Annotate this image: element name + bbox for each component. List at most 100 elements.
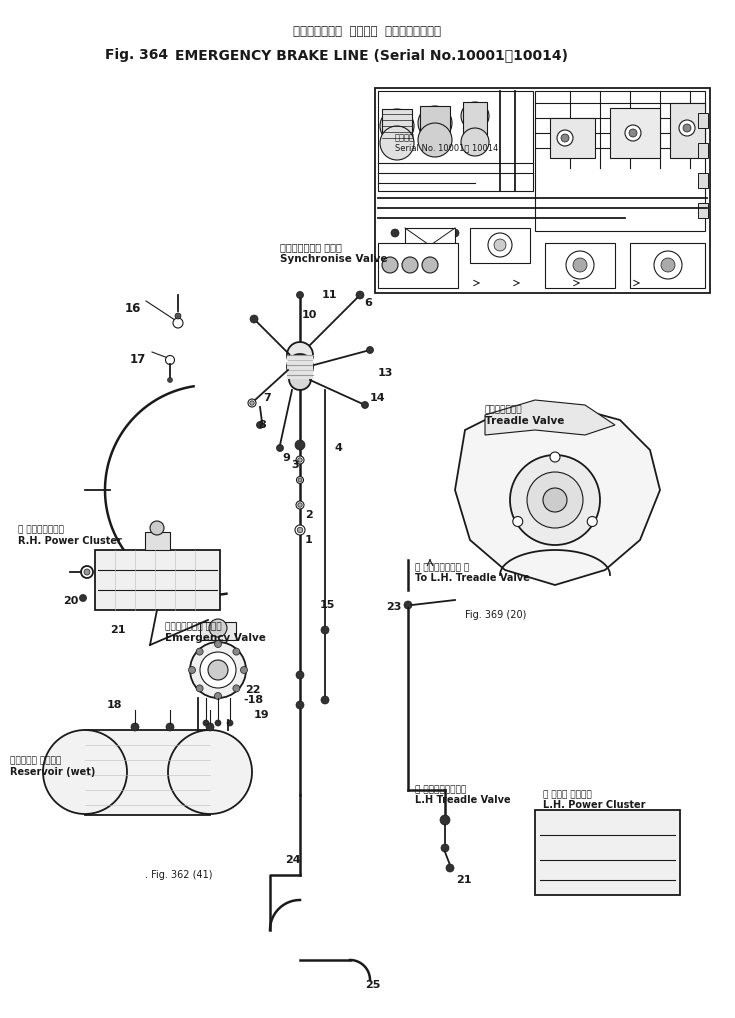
Bar	[95, 550, 220, 610]
Circle shape	[79, 595, 87, 602]
Circle shape	[227, 720, 233, 726]
Text: 7: 7	[263, 393, 270, 403]
Circle shape	[404, 601, 412, 609]
Circle shape	[431, 229, 439, 237]
Text: 13: 13	[378, 367, 393, 378]
Bar	[375, 88, 710, 293]
Circle shape	[209, 619, 227, 637]
Circle shape	[298, 478, 302, 482]
Text: 1: 1	[305, 535, 313, 545]
Bar	[698, 143, 708, 158]
Text: 23: 23	[386, 602, 401, 612]
Circle shape	[683, 124, 691, 132]
Bar	[535, 810, 680, 895]
Circle shape	[380, 109, 414, 143]
Circle shape	[84, 569, 90, 575]
Bar	[470, 228, 530, 263]
Circle shape	[446, 864, 454, 872]
Circle shape	[168, 378, 173, 383]
Circle shape	[287, 354, 313, 380]
Text: R.H. Power Cluster: R.H. Power Cluster	[18, 536, 122, 546]
Circle shape	[81, 566, 93, 578]
Text: 21: 21	[110, 625, 126, 635]
Circle shape	[418, 106, 452, 140]
Text: L.H. Power Cluster: L.H. Power Cluster	[543, 800, 645, 810]
Text: 適用号機: 適用号機	[395, 133, 415, 142]
Circle shape	[471, 229, 479, 237]
Circle shape	[461, 102, 489, 130]
Circle shape	[625, 125, 641, 142]
Circle shape	[208, 660, 228, 680]
Circle shape	[166, 723, 174, 731]
Circle shape	[248, 399, 256, 407]
Circle shape	[587, 516, 598, 526]
Circle shape	[418, 123, 452, 157]
Circle shape	[131, 723, 139, 731]
Circle shape	[215, 640, 221, 647]
Circle shape	[629, 129, 637, 137]
Circle shape	[573, 258, 587, 272]
Text: シンクロナイズ バルブ: シンクロナイズ バルブ	[280, 242, 342, 252]
Circle shape	[250, 315, 258, 323]
Circle shape	[175, 313, 181, 319]
Text: エマージェンシ バルブ: エマージェンシ バルブ	[165, 622, 222, 631]
Circle shape	[550, 452, 560, 462]
Circle shape	[296, 291, 304, 298]
Bar	[630, 243, 705, 288]
Circle shape	[661, 258, 675, 272]
Circle shape	[240, 667, 248, 674]
Text: 17: 17	[130, 353, 146, 366]
Text: 20: 20	[63, 596, 79, 606]
Bar	[698, 203, 708, 218]
Circle shape	[150, 521, 164, 535]
Text: 22: 22	[245, 685, 260, 695]
Circle shape	[43, 730, 127, 814]
Circle shape	[215, 692, 221, 699]
Circle shape	[321, 626, 329, 634]
Circle shape	[654, 251, 682, 279]
Text: トレドルバルブ: トレドルバルブ	[485, 405, 523, 414]
Circle shape	[494, 239, 506, 251]
Text: Serial No. 10001～ 10014: Serial No. 10001～ 10014	[395, 143, 498, 152]
Circle shape	[233, 685, 240, 692]
Circle shape	[173, 318, 183, 328]
Circle shape	[557, 130, 573, 146]
Text: To L.H. Treadle Valve: To L.H. Treadle Valve	[415, 573, 530, 583]
Text: . Fig. 362 (41): . Fig. 362 (41)	[145, 870, 212, 880]
Bar	[85, 730, 210, 815]
Circle shape	[295, 525, 305, 535]
Text: Synchronise Valve: Synchronise Valve	[280, 254, 387, 264]
Bar	[610, 108, 660, 158]
Circle shape	[527, 472, 583, 528]
Circle shape	[402, 257, 418, 273]
Circle shape	[440, 815, 450, 825]
Circle shape	[297, 527, 303, 532]
Bar	[382, 109, 412, 143]
Circle shape	[296, 456, 304, 464]
Circle shape	[566, 251, 594, 279]
Polygon shape	[485, 400, 615, 435]
Bar	[145, 532, 170, 550]
Circle shape	[168, 730, 252, 814]
Bar	[535, 91, 705, 231]
Circle shape	[543, 488, 567, 512]
Text: 21: 21	[456, 875, 471, 885]
Circle shape	[391, 229, 399, 237]
Circle shape	[196, 685, 203, 692]
Circle shape	[206, 723, 214, 731]
Circle shape	[380, 126, 414, 160]
Circle shape	[257, 421, 264, 429]
Text: 8: 8	[258, 420, 266, 430]
Text: 19: 19	[254, 710, 270, 720]
Circle shape	[289, 367, 311, 390]
Bar	[287, 355, 313, 379]
Circle shape	[296, 501, 304, 509]
Circle shape	[461, 128, 489, 156]
Text: 15: 15	[320, 600, 335, 610]
Circle shape	[422, 257, 438, 273]
Circle shape	[513, 516, 523, 526]
Circle shape	[233, 648, 240, 656]
Bar	[698, 173, 708, 188]
Text: 左 トレッドルバルブ: 左 トレッドルバルブ	[415, 785, 466, 794]
Circle shape	[488, 233, 512, 257]
